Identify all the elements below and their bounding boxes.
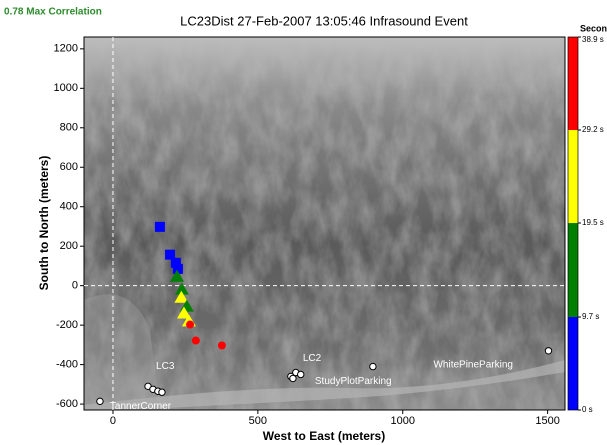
event-point (155, 222, 165, 232)
event-point (218, 341, 226, 349)
station-marker (545, 348, 551, 354)
y-tick-label: 1000 (54, 82, 78, 94)
chart: 0.78 Max Correlation LC23Dist 27-Feb-200… (0, 0, 607, 445)
y-tick-label: 600 (60, 161, 78, 173)
max-correlation: 0.78 Max Correlation (4, 7, 102, 18)
x-axis-label: West to East (meters) (263, 429, 385, 443)
y-tick-label: -200 (56, 319, 78, 331)
colorbar-title: Second (580, 23, 607, 33)
y-tick-label: 400 (60, 201, 78, 213)
station-marker (370, 363, 376, 369)
y-tick-label: 0 (72, 280, 78, 292)
colorbar-segment (568, 37, 578, 130)
colorbar-tick-label: 29.2 s (582, 125, 604, 134)
station-label: LC3 (156, 361, 175, 372)
chart-title: LC23Dist 27-Feb-2007 13:05:46 Infrasound… (180, 13, 468, 28)
event-point (186, 321, 194, 329)
colorbar-tick-label: 19.5 s (582, 218, 604, 227)
colorbar-segment (568, 130, 578, 223)
station-label: WhitePineParking (433, 359, 512, 370)
station-marker (159, 389, 165, 395)
station-marker (97, 398, 103, 404)
colorbar-tick-label: 9.7 s (582, 312, 599, 321)
colorbar-segment (568, 223, 578, 317)
colorbar-tick-label: 0 s (582, 405, 593, 414)
x-tick-label: 1500 (535, 415, 559, 427)
y-tick-label: 200 (60, 240, 78, 252)
station-marker (298, 371, 304, 377)
y-tick-label: -400 (56, 359, 78, 371)
station-label: TannerCorner (110, 401, 172, 412)
y-tick-label: 1200 (54, 43, 78, 55)
event-point (192, 337, 200, 345)
y-tick-label: -600 (56, 398, 78, 410)
x-tick-label: 500 (249, 415, 267, 427)
x-tick-label: 0 (110, 415, 116, 427)
station-label: StudyPlotParking (315, 376, 392, 387)
colorbar-tick-label: 38.9 s (582, 35, 604, 44)
station-label: LC2 (303, 353, 322, 364)
x-tick-label: 1000 (390, 415, 414, 427)
y-axis-label: South to North (meters) (37, 156, 51, 291)
y-tick-label: 800 (60, 122, 78, 134)
colorbar-segment (568, 317, 578, 410)
station-marker (290, 375, 296, 381)
